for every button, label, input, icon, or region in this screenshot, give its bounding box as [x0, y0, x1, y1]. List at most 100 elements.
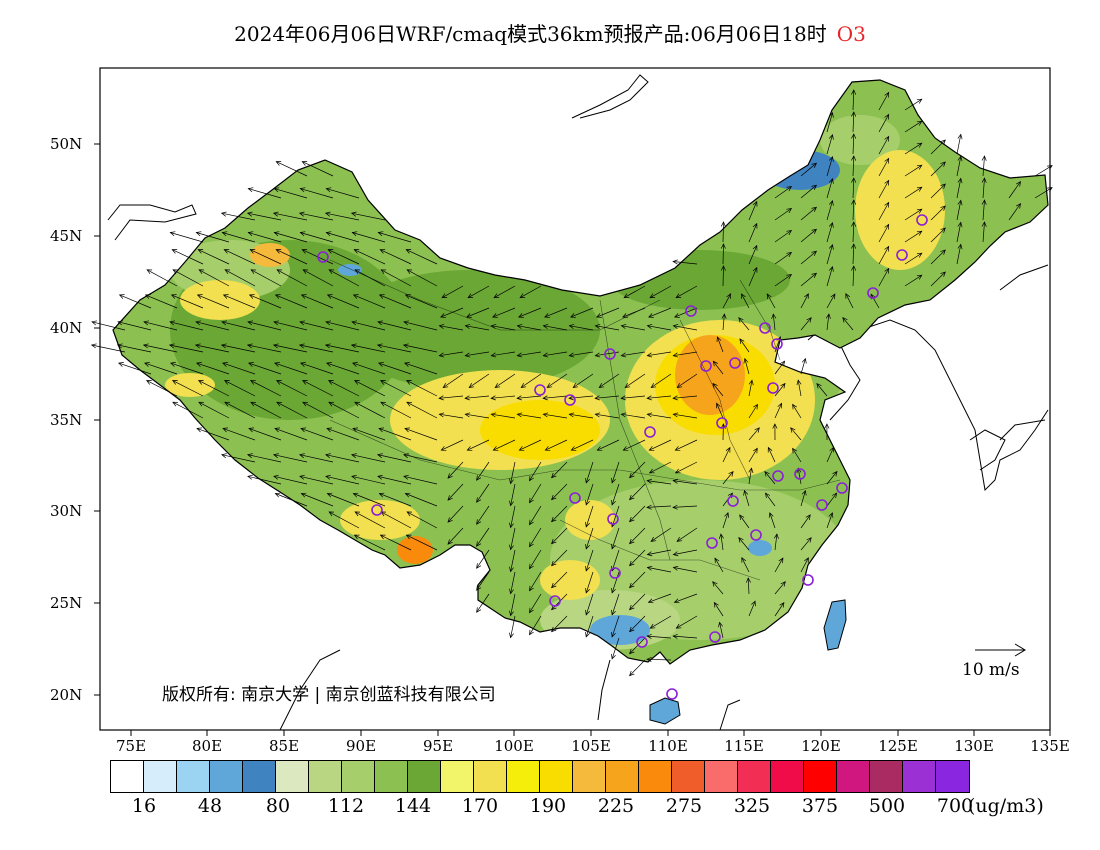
wind-vector — [1034, 165, 1053, 177]
wind-vector — [674, 593, 698, 603]
wind-vector — [673, 325, 698, 331]
wind-vector-head — [981, 155, 987, 161]
wind-vector-head — [851, 89, 857, 95]
wind-vector-head — [778, 557, 784, 564]
wind-vector — [404, 362, 438, 375]
wind-vector-head — [551, 604, 557, 611]
wind-vector-head — [796, 467, 802, 474]
wind-vector — [476, 549, 490, 569]
wind-vector-head — [196, 427, 203, 433]
wind-vector — [91, 344, 126, 353]
wind-vector-head — [851, 221, 857, 227]
wind-vector — [274, 428, 308, 441]
wind-vector-head — [298, 343, 305, 349]
wind-vector — [792, 404, 802, 419]
wind-vector-head — [247, 231, 254, 237]
wind-vector — [800, 250, 817, 265]
wind-vector — [495, 373, 516, 388]
site-marker — [759, 322, 771, 334]
legend-color-swatch — [177, 761, 210, 792]
wind-vector-head — [629, 648, 635, 655]
wind-vector — [722, 293, 731, 309]
wind-vector — [510, 549, 516, 572]
wind-vector — [351, 321, 386, 331]
wind-vector-head — [957, 133, 963, 140]
wind-vector — [403, 321, 438, 331]
wind-vector-head — [801, 357, 807, 364]
lon-label-80e: 80E — [191, 737, 223, 755]
wind-vector-head — [811, 250, 818, 256]
wind-vector — [744, 490, 750, 507]
wind-vector — [878, 246, 890, 265]
wind-vector — [585, 593, 594, 616]
wind-vector — [611, 593, 620, 616]
wind-vector-head — [466, 313, 472, 318]
wind-vector — [774, 360, 785, 375]
wind-vector-head — [247, 320, 253, 326]
wind-vector — [826, 314, 830, 331]
wind-vector-head — [851, 243, 857, 249]
wind-vector — [852, 111, 855, 133]
wind-vector-head — [884, 267, 890, 274]
wind-vector-head — [376, 343, 383, 349]
wind-vector — [274, 232, 308, 243]
legend-color-swatch — [672, 761, 705, 792]
wind-vector-head — [957, 199, 963, 206]
wind-vector-head — [916, 230, 923, 236]
wind-vector — [747, 577, 750, 595]
wind-vector — [169, 344, 204, 353]
wind-vector — [595, 413, 620, 419]
wind-vector-head — [650, 383, 657, 388]
wind-vector — [276, 380, 308, 397]
wind-vector-head — [379, 380, 386, 385]
wind-vector — [826, 112, 833, 133]
wind-vector — [301, 294, 334, 309]
wind-vector-head — [354, 511, 361, 517]
wind-vector-head — [249, 249, 256, 254]
wind-vector — [930, 227, 946, 243]
wind-vector — [273, 475, 308, 485]
wind-vector-head — [720, 265, 726, 271]
wind-vector-head — [328, 511, 335, 517]
wind-vector-head — [796, 379, 802, 386]
wind-vector — [800, 162, 817, 177]
wind-vector-head — [352, 492, 359, 498]
wind-vector-head — [585, 565, 590, 572]
wind-vector-head — [718, 533, 724, 540]
wind-vector-head — [353, 249, 360, 254]
wind-vector — [826, 134, 833, 155]
wind-vector-head — [832, 470, 838, 477]
wind-vector-head — [142, 343, 149, 349]
wind-vector-head — [551, 582, 557, 589]
wind-vector-head — [476, 497, 482, 503]
wind-vector-head — [752, 266, 758, 273]
wind-vector-head — [476, 541, 482, 547]
wind-vector — [354, 380, 386, 397]
wind-vector — [326, 188, 360, 199]
wind-vector — [878, 268, 890, 287]
wind-vector — [406, 380, 438, 397]
wind-vector — [595, 325, 620, 331]
wind-vector — [904, 230, 922, 243]
wind-vector-head — [738, 536, 744, 543]
wind-vector-head — [916, 186, 923, 192]
wind-vector — [380, 534, 412, 551]
wind-vector-head — [302, 269, 309, 275]
wind-vector-head — [714, 557, 720, 564]
wind-vector-head — [274, 294, 281, 299]
wind-vector — [570, 307, 594, 318]
site-marker — [727, 495, 739, 507]
wind-vector-head — [467, 293, 474, 299]
wind-vector-head — [352, 294, 359, 299]
wind-vector-head — [520, 383, 527, 388]
wind-vector — [117, 321, 152, 331]
wind-vector-head — [354, 269, 361, 275]
site-marker — [644, 426, 656, 438]
wind-vector-head — [673, 598, 680, 604]
wind-vector — [299, 454, 334, 463]
legend-tick: 144 — [394, 795, 432, 817]
wind-vector — [476, 593, 490, 613]
wind-vector-head — [143, 320, 149, 326]
wind-vector — [842, 317, 854, 331]
wind-vector-head — [509, 522, 514, 529]
